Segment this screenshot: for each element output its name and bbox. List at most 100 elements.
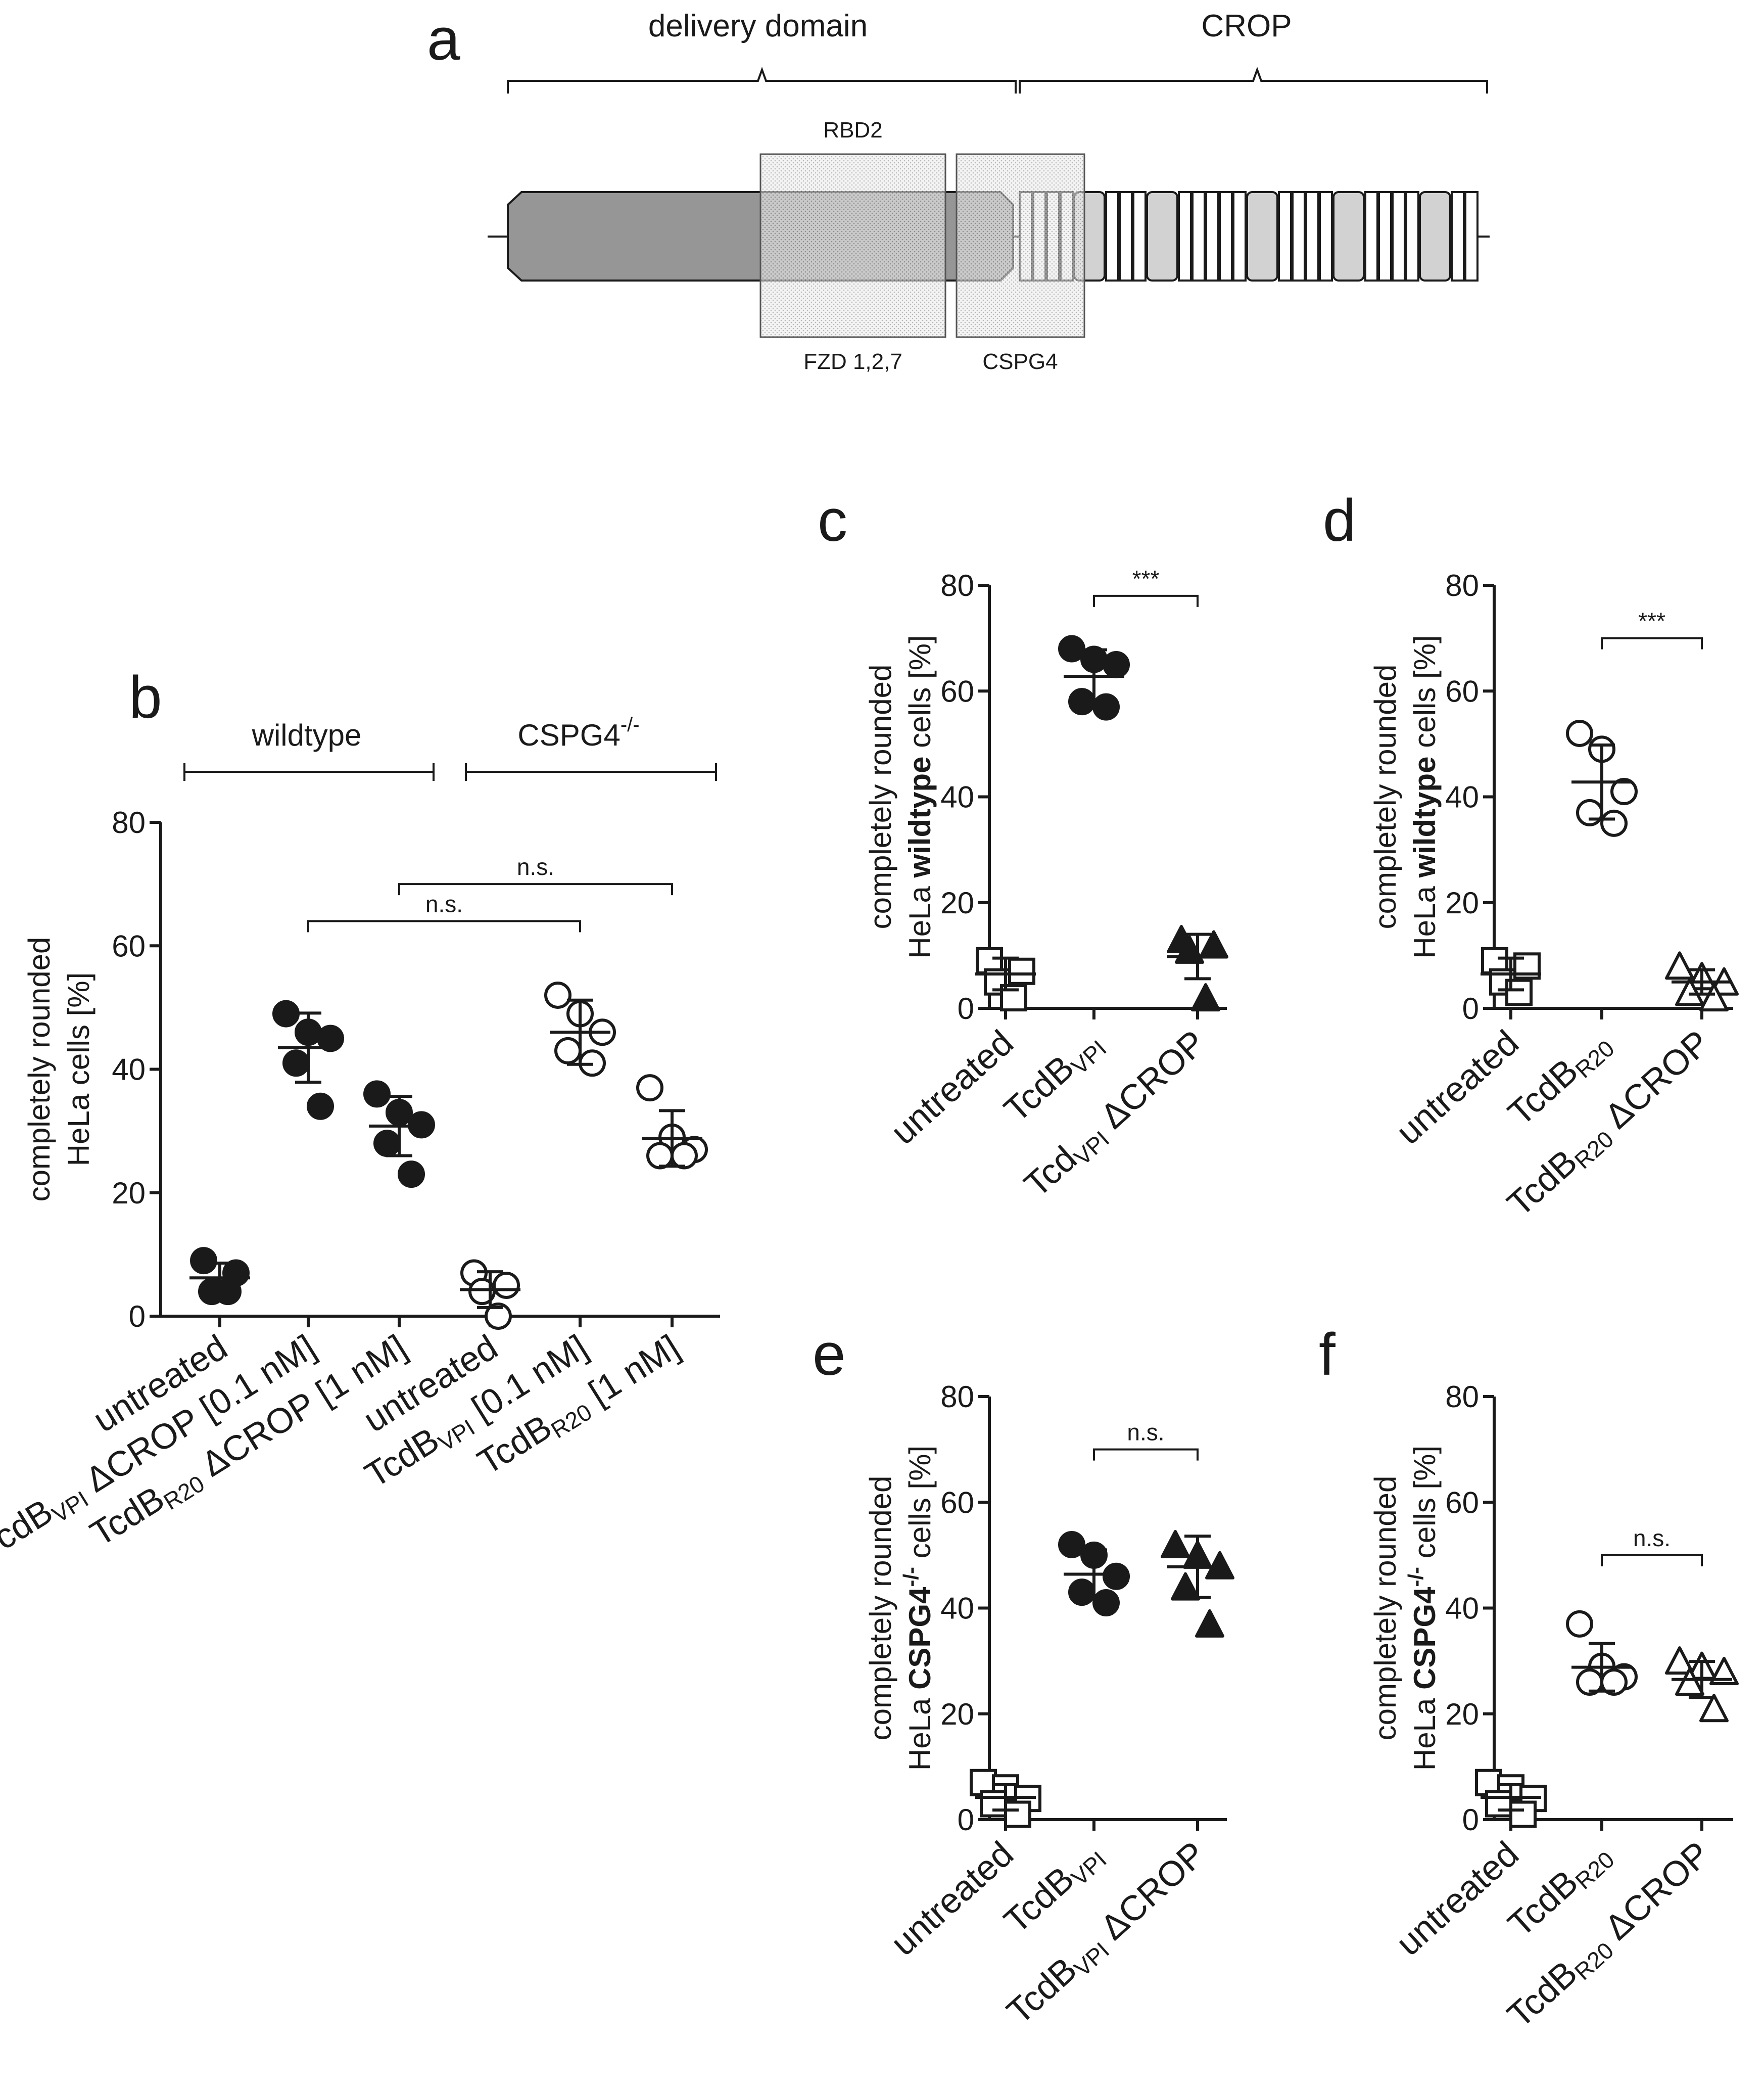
d-y-tick-label: 80 — [1445, 569, 1479, 602]
c-x-label-part: ΔCROP — [1085, 1023, 1213, 1143]
b-x-label-part: [1 nM] — [574, 1327, 686, 1418]
panel-b-letter: b — [129, 664, 162, 731]
f-point-1-5 — [1509, 1800, 1537, 1828]
e-y-axis-label-part: CSPG4 — [903, 1587, 937, 1690]
f-y-axis-label-line-1: completely rounded — [1368, 1476, 1402, 1741]
f-y-tick-label: 0 — [1462, 1803, 1479, 1837]
f-y-tick-label: 40 — [1445, 1592, 1479, 1625]
d-y-axis-label-line-2: HeLa wildtype cells [%] — [1408, 635, 1442, 958]
c-x-category-label: TcdVPI ΔCROP — [1017, 1023, 1215, 1207]
d-y-axis-label-line-1: completely rounded — [1368, 665, 1402, 930]
rbd2-label: RBD2 — [823, 118, 882, 143]
crop-repeat-15 — [1246, 191, 1278, 282]
f-significance-label-1: n.s. — [1633, 1525, 1671, 1551]
b-y-tick-label: 40 — [112, 1053, 146, 1087]
crop-repeats — [1019, 191, 1479, 282]
crop-repeat-17 — [1292, 191, 1306, 282]
d-y-tick-label: 60 — [1445, 674, 1479, 708]
d-significance-label-1: *** — [1638, 608, 1665, 634]
f-point-3-4 — [1675, 1667, 1704, 1696]
f-point-2-1 — [1566, 1610, 1593, 1638]
b-significance-bracket-2 — [398, 883, 673, 896]
d-x-category-label: untreated — [1389, 1023, 1526, 1152]
e-y-axis-label-line-1: completely rounded — [864, 1476, 897, 1741]
b-point-1-1 — [190, 1247, 217, 1275]
c-y-axis-label-part: HeLa — [903, 877, 937, 958]
f-y-axis-label-part: -/- — [1404, 1567, 1427, 1587]
e-y-tick-label: 20 — [940, 1697, 974, 1731]
d-point-2-1 — [1566, 719, 1593, 747]
group-cspg4-sup: -/- — [621, 714, 640, 736]
crop-repeat-7 — [1119, 191, 1133, 282]
f-y-axis-label-part: cells [%] — [1408, 1446, 1442, 1567]
e-y-axis-label-part: completely rounded — [864, 1476, 897, 1741]
group-cspg4-text: CSPG4 — [517, 718, 620, 752]
e-point-3-1 — [1161, 1529, 1190, 1558]
crop-repeat-26 — [1451, 191, 1465, 282]
d-y-tick-label: 0 — [1462, 992, 1479, 1026]
b-point-3-5 — [398, 1160, 425, 1188]
crop-repeat-13 — [1219, 191, 1233, 282]
c-y-tick-label: 60 — [940, 674, 974, 708]
b-point-5-1 — [544, 981, 571, 1009]
b-y-tick-label: 20 — [112, 1176, 146, 1210]
d-y-tick-label: 40 — [1445, 780, 1479, 814]
b-point-2-1 — [272, 1000, 300, 1028]
e-point-3-5 — [1195, 1609, 1224, 1638]
d-y-axis-label-part: cells [%] — [1408, 635, 1442, 756]
crop-repeat-20 — [1332, 191, 1365, 282]
crop-repeat-14 — [1232, 191, 1247, 282]
crop-repeat-24 — [1405, 191, 1419, 282]
b-y-tick-label: 60 — [112, 929, 146, 963]
crop-repeat-22 — [1378, 191, 1392, 282]
d-point-2-4 — [1576, 799, 1603, 826]
f-point-3-1 — [1665, 1646, 1694, 1675]
crop-bracket — [1019, 67, 1488, 94]
b-y-tick-label: 80 — [112, 806, 146, 840]
d-point-2-3 — [1610, 778, 1638, 806]
b-point-2-4 — [282, 1049, 310, 1077]
panel-e-letter: e — [813, 1321, 846, 1388]
crop-label: CROP — [1201, 9, 1292, 43]
d-significance-bracket-1 — [1601, 637, 1703, 649]
c-y-tick-label: 40 — [940, 780, 974, 814]
f-y-axis-label-line-2: HeLa CSPG4-/- cells [%] — [1404, 1446, 1442, 1771]
e-y-axis-label-part: HeLa — [903, 1690, 937, 1771]
panel-a: a delivery domain CROP RBD2 FZD 1,2,7 CS… — [427, 6, 1490, 374]
fzd-label: FZD 1,2,7 — [803, 349, 902, 374]
b-point-4-3 — [468, 1278, 496, 1306]
crop-repeat-8 — [1132, 191, 1147, 282]
crop-repeat-16 — [1278, 191, 1292, 282]
group-cspg4-label: CSPG4-/- — [517, 714, 639, 752]
b-point-2-3 — [317, 1025, 344, 1052]
b-x-label-part: TcdB — [358, 1420, 446, 1495]
b-x-label-part: TcdB — [0, 1492, 60, 1567]
b-significance-label-2: n.s. — [517, 854, 554, 880]
c-y-axis-label-part: cells [%] — [903, 635, 937, 756]
e-y-tick-label: 80 — [940, 1380, 974, 1414]
panel-c-letter: c — [818, 487, 847, 554]
e-x-category-label: untreated — [883, 1834, 1021, 1963]
cspg4-receptor-box — [956, 153, 1085, 338]
c-significance-bracket-1 — [1093, 594, 1199, 607]
e-y-axis-label-line-2: HeLa CSPG4-/- cells [%] — [899, 1446, 937, 1771]
e-significance-bracket-1 — [1093, 1448, 1199, 1461]
c-x-category-label: untreated — [883, 1023, 1021, 1152]
f-x-category-label: untreated — [1389, 1834, 1526, 1963]
c-y-tick-label: 80 — [940, 569, 974, 602]
e-point-2-3 — [1103, 1562, 1130, 1590]
panel-f-letter: f — [1319, 1321, 1336, 1388]
c-point-2-3 — [1103, 651, 1130, 678]
d-point-2-5 — [1600, 809, 1628, 837]
d-x-label-part: ΔCROP — [1590, 1023, 1717, 1143]
d-y-axis-label-part: wildtype — [1408, 756, 1442, 878]
b-point-6-4 — [646, 1142, 674, 1170]
c-point-2-5 — [1092, 693, 1120, 721]
e-y-axis-label-part: -/- — [899, 1567, 923, 1587]
d-point-3-5 — [1699, 983, 1729, 1012]
